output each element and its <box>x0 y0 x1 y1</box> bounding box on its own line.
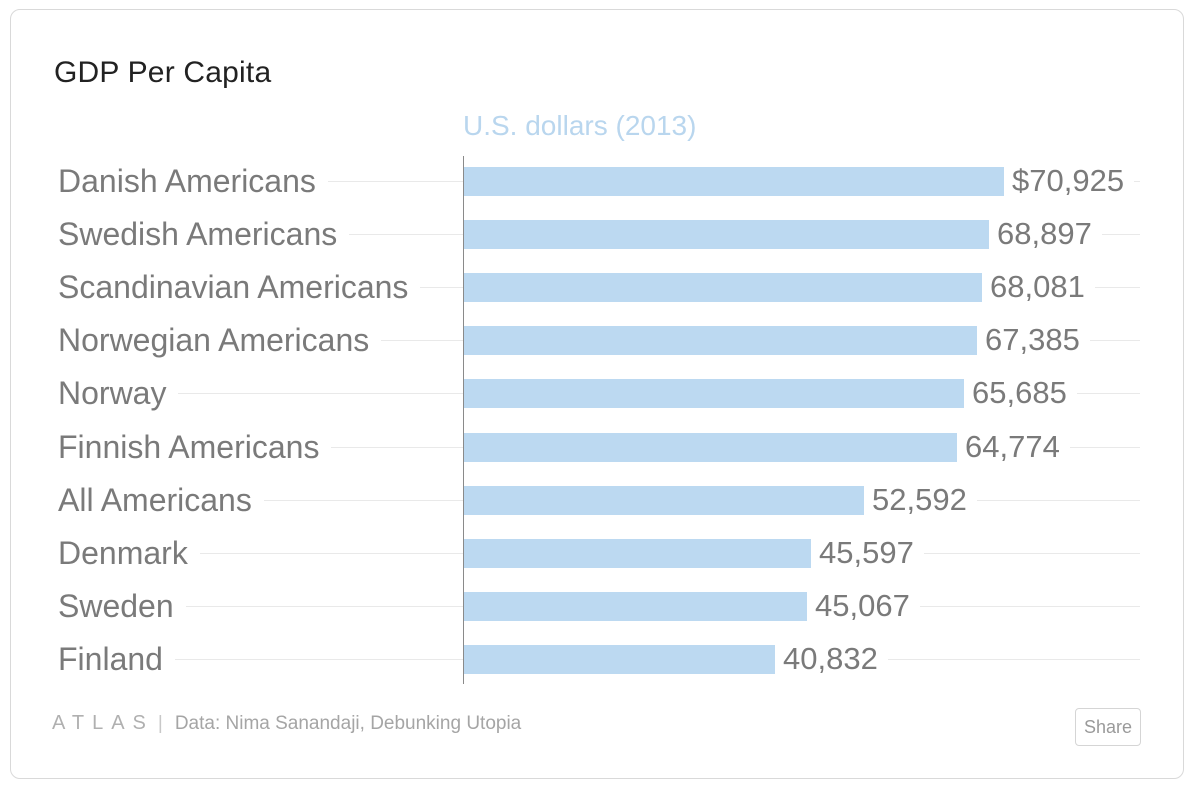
category-label: Finland <box>58 639 175 679</box>
category-label: Sweden <box>58 586 186 626</box>
value-label: 45,067 <box>807 586 920 626</box>
bar <box>464 220 989 249</box>
category-label: Danish Americans <box>58 161 328 201</box>
value-label: 68,081 <box>982 267 1095 307</box>
category-label: Denmark <box>58 533 200 573</box>
bar <box>464 486 864 515</box>
value-label: 68,897 <box>989 214 1102 254</box>
bar <box>464 539 811 568</box>
category-label: Swedish Americans <box>58 214 350 254</box>
footer-separator: | <box>157 712 163 734</box>
share-button[interactable]: Share <box>1075 708 1141 746</box>
source-text: Data: Nima Sanandaji, Debunking Utopia <box>174 712 522 734</box>
value-label: 67,385 <box>977 320 1090 360</box>
bar <box>464 379 964 408</box>
category-label: Scandinavian Americans <box>58 267 421 307</box>
value-label: 65,685 <box>964 373 1077 413</box>
value-label: 45,597 <box>811 533 924 573</box>
chart-subtitle: U.S. dollars (2013) <box>463 110 697 141</box>
footer: ATLAS | Data: Nima Sanandaji, Debunking … <box>52 712 521 735</box>
value-label: 52,592 <box>864 480 977 520</box>
bar <box>464 326 977 355</box>
category-label: All Americans <box>58 480 264 520</box>
bar <box>464 592 807 621</box>
bar <box>464 273 982 302</box>
bar <box>464 645 775 674</box>
value-label: 40,832 <box>775 639 888 679</box>
y-axis-line <box>463 156 464 684</box>
chart-title: GDP Per Capita <box>54 56 272 89</box>
value-label: 64,774 <box>957 427 1070 467</box>
atlas-logo[interactable]: ATLAS <box>52 712 154 734</box>
bar <box>464 433 957 462</box>
category-label: Finnish Americans <box>58 427 332 467</box>
category-label: Norway <box>58 373 179 413</box>
bar <box>464 167 1004 196</box>
value-label: $70,925 <box>1004 161 1135 201</box>
category-label: Norwegian Americans <box>58 320 382 360</box>
